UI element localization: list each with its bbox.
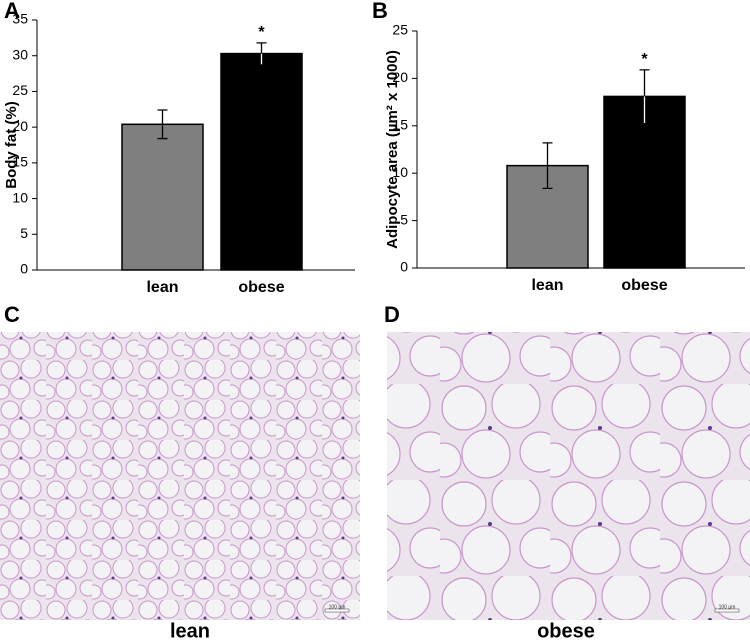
- y-tick-label: 15: [392, 117, 408, 133]
- y-tick-label: 5: [20, 225, 28, 241]
- y-tick-label: 10: [392, 164, 408, 180]
- scale-bar: [714, 608, 740, 613]
- histology-lean: [0, 332, 360, 620]
- y-tick-label: 10: [12, 189, 28, 205]
- caption: obese: [537, 620, 595, 642]
- image-c: 100 µm: [0, 332, 360, 620]
- x-tick-label: obese: [621, 277, 667, 294]
- scale-bar-label: 100 µm: [329, 604, 346, 610]
- significance-label: *: [641, 51, 648, 68]
- scale-bar-label: 100 µm: [719, 604, 736, 610]
- x-tick-label: obese: [238, 279, 284, 296]
- y-axis-label: Adipocyte area (µm² x 1000): [384, 50, 401, 249]
- y-tick-label: 20: [392, 69, 408, 85]
- error-bar: [157, 109, 168, 140]
- panel-label: C: [4, 302, 20, 327]
- bar: [121, 123, 204, 271]
- y-tick-label: 25: [12, 82, 28, 98]
- histology-obese: [387, 332, 750, 620]
- x-tick-label: lean: [146, 279, 178, 296]
- panel-label: D: [384, 302, 400, 327]
- scale-bar: [324, 608, 350, 613]
- y-tick-label: 15: [12, 154, 28, 170]
- image-d: 100 µm: [387, 332, 750, 620]
- y-tick-label: 0: [400, 259, 408, 275]
- error-bar: [542, 142, 553, 190]
- caption: lean: [170, 620, 210, 642]
- bar: [220, 52, 303, 271]
- panel-label: A: [4, 0, 20, 23]
- significance-label: *: [258, 24, 265, 41]
- x-tick-label: lean: [531, 277, 563, 294]
- y-tick-label: 0: [20, 261, 28, 277]
- y-axis-label: Body fat (%): [3, 101, 20, 189]
- panel-label: B: [372, 0, 388, 23]
- y-tick-label: 25: [392, 22, 408, 38]
- y-tick-label: 5: [400, 211, 408, 227]
- y-tick-label: 30: [12, 46, 28, 62]
- bar: [603, 95, 686, 269]
- y-tick-label: 35: [12, 11, 28, 27]
- y-tick-label: 20: [12, 118, 28, 134]
